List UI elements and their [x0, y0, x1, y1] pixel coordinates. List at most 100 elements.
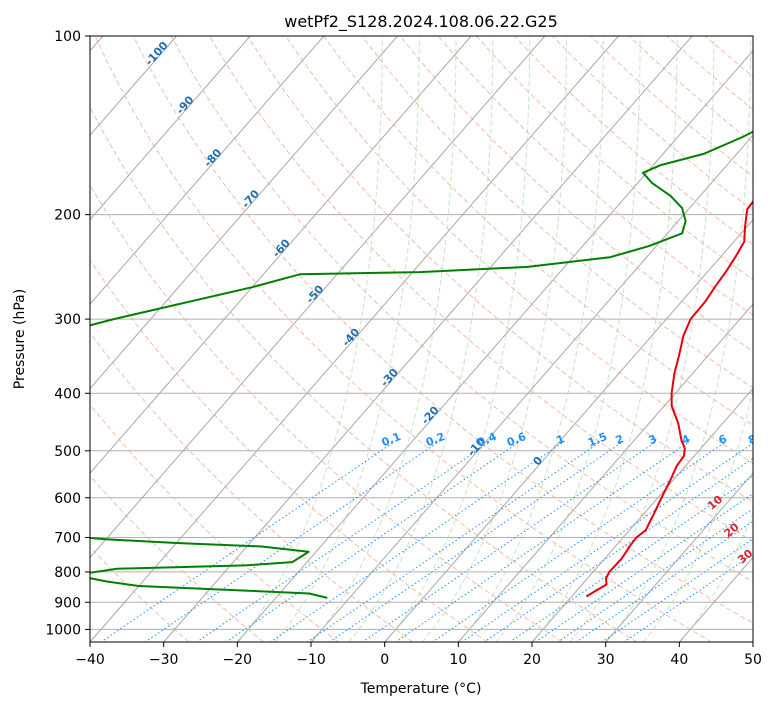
dry-adiabat-line	[247, 36, 753, 503]
isotherm-label: -80	[201, 146, 224, 170]
mixing-ratio-line	[509, 475, 753, 642]
isotherm-label: -50	[303, 282, 326, 306]
isotherm-label: -20	[419, 403, 442, 427]
mixing-ratio-label: 0.4	[476, 430, 499, 449]
y-tick-label: 900	[54, 595, 81, 611]
moist-adiabat-line	[606, 36, 752, 642]
moist-adiabat-line	[385, 36, 531, 642]
isotherm-line	[605, 472, 753, 642]
moist-adiabat-line	[422, 36, 567, 642]
x-tick-label: 30	[597, 652, 615, 668]
x-axis-title: Temperature (°C)	[360, 681, 482, 697]
isotherm-line	[90, 36, 325, 305]
x-tick-label: 0	[380, 652, 389, 668]
y-tick-label: 100	[54, 29, 81, 45]
dry-adiabat-line	[90, 184, 563, 642]
mixing-ratio-line	[196, 442, 489, 642]
isotherm-label: -30	[378, 366, 401, 390]
dry-adiabat-line	[90, 331, 414, 642]
isotherm-line	[90, 36, 251, 221]
mixing-ratio-line	[144, 442, 438, 642]
isotherm-line	[90, 36, 398, 390]
moist-adiabat-line	[274, 36, 420, 642]
mixing-ratio-label: 6	[717, 432, 729, 447]
mixing-ratio-line	[329, 442, 622, 642]
moist-adiabat-line	[679, 511, 753, 642]
isotherm-line	[236, 50, 753, 642]
mixing-ratio-label: 0.6	[505, 430, 528, 449]
isotherm-line	[90, 36, 546, 559]
mixing-ratio-line	[461, 442, 753, 642]
isotherm-line	[752, 641, 753, 642]
mixing-ratio-line	[432, 442, 725, 642]
moist-adiabat-line	[348, 36, 494, 642]
dewpoint-profile-line	[90, 130, 753, 599]
moist-adiabat-line	[495, 36, 641, 642]
mixing-ratio-line	[226, 442, 519, 642]
mixing-ratio-line	[575, 520, 753, 642]
x-tick-label: −30	[149, 652, 179, 668]
y-tick-label: 700	[54, 531, 81, 547]
mixing-ratio-line	[395, 442, 688, 642]
dry-adiabat-line	[399, 36, 753, 352]
mixing-ratio-label: 0.1	[380, 430, 403, 449]
x-tick-label: −40	[75, 652, 105, 668]
mixing-ratio-label: 1	[555, 432, 567, 447]
mixing-ratio-line	[362, 442, 655, 642]
y-tick-label: 300	[54, 312, 81, 328]
isotherm-label: -70	[239, 187, 262, 211]
mixing-ratio-label: 4	[680, 432, 692, 447]
isotherm-label: 0	[530, 454, 545, 469]
plot-frame	[89, 35, 754, 643]
isotherm-line	[384, 218, 753, 642]
y-axis-title: Pressure (hPa)	[12, 289, 28, 389]
isotherm-line	[90, 36, 472, 474]
dry-adiabat-line	[90, 403, 339, 642]
x-tick-label: 40	[670, 652, 688, 668]
dry-adiabat-line	[90, 475, 264, 642]
dry-adiabat-line	[132, 36, 753, 624]
moist-adiabat-line	[237, 36, 383, 642]
chart-title: wetPf2_S128.2024.108.06.22.G25	[284, 12, 558, 32]
x-tick-label: 20	[523, 652, 541, 668]
theta-label: 10	[705, 493, 725, 513]
mixing-ratio-line	[535, 492, 753, 642]
mixing-ratio-line	[270, 442, 563, 642]
x-tick-label: 10	[449, 652, 467, 668]
y-tick-label: 600	[54, 491, 81, 507]
isotherm-line	[457, 303, 753, 642]
moist-adiabat-line	[569, 36, 715, 642]
theta-label: 40	[757, 577, 775, 597]
dry-adiabat-line	[437, 36, 753, 316]
mixing-ratio-line	[100, 442, 393, 642]
y-tick-label: 800	[54, 565, 81, 581]
dry-adiabat-line	[90, 259, 488, 642]
mixing-ratio-label: 10	[765, 431, 775, 449]
dry-adiabat-line	[704, 36, 753, 78]
mixing-ratio-label: 3	[647, 432, 659, 447]
mixing-ratio-line	[601, 538, 753, 642]
temperature-profile-line	[585, 199, 753, 598]
mixing-ratio-label: 8	[746, 432, 758, 447]
moist-adiabat-line	[458, 36, 604, 642]
y-tick-label: 500	[54, 444, 81, 460]
dry-adiabat-line	[361, 36, 753, 389]
isotherm-label: -60	[270, 236, 293, 260]
moist-adiabat-line	[643, 387, 753, 642]
mixing-ratio-line	[557, 508, 753, 642]
x-tick-label: −10	[296, 652, 326, 668]
mixing-ratio-label: 2	[614, 432, 626, 447]
x-tick-label: 50	[744, 652, 762, 668]
mixing-ratio-line	[307, 442, 600, 642]
moist-adiabat-line	[311, 36, 457, 642]
x-tick-label: −20	[223, 652, 253, 668]
dry-adiabat-line	[170, 36, 753, 583]
dry-adiabat-line	[94, 36, 712, 642]
isotherm-line	[310, 134, 753, 642]
moist-adiabat-line	[532, 36, 678, 642]
dry-adiabat-line	[514, 36, 753, 246]
dry-adiabat-line	[323, 36, 753, 426]
y-tick-label: 1000	[45, 622, 81, 638]
